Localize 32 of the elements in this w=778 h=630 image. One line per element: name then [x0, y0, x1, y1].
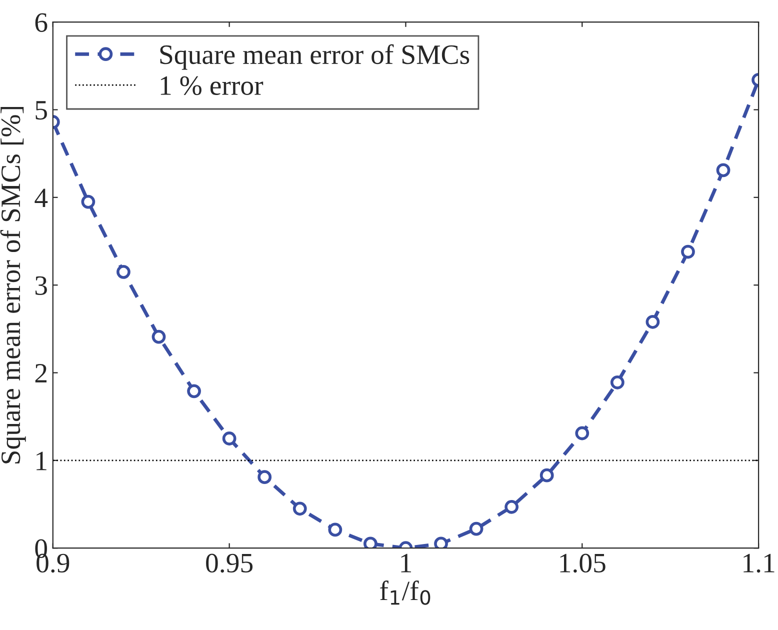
y-tick-label: 6 — [35, 13, 48, 32]
point — [716, 163, 730, 178]
point — [504, 500, 519, 514]
point — [646, 314, 660, 329]
x-axis-title: f$_{1}$/f$_{0}$ — [380, 580, 430, 605]
point — [328, 522, 342, 537]
x-tick-label: 1.1 — [744, 554, 774, 573]
x-tick-label: 1.05 — [560, 554, 606, 573]
point — [81, 194, 96, 209]
y-tick-label: 2 — [35, 364, 47, 382]
legend-label: Square mean error of SMCs — [160, 44, 470, 70]
x-tick-label: 1 — [401, 554, 412, 572]
legend-label: 1 % error — [160, 76, 264, 96]
x-tick-label: 0.95 — [206, 554, 253, 573]
point — [540, 468, 554, 482]
point — [152, 330, 166, 344]
y-tick-label: 3 — [35, 276, 47, 295]
point — [187, 384, 201, 398]
point — [222, 432, 236, 446]
y-tick-label: 5 — [36, 101, 47, 120]
point — [116, 264, 130, 279]
point — [681, 244, 695, 259]
point — [292, 502, 307, 516]
point — [610, 375, 624, 390]
point — [364, 536, 378, 548]
point — [434, 536, 448, 548]
y-tick-label: 1 — [36, 452, 46, 470]
point — [258, 470, 272, 484]
point — [469, 522, 484, 536]
y-tick-label: 4 — [34, 188, 48, 208]
point — [575, 426, 590, 440]
y-axis-title: Square mean error of SMCs [%] — [0, 107, 26, 464]
